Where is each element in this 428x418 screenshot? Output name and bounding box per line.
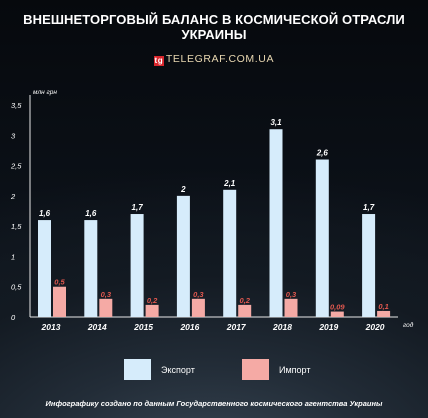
source-credit: tg TELEGRAF.COM.UA: [0, 53, 428, 66]
y-tick-label: 3: [11, 131, 16, 140]
bar-export: [84, 220, 98, 317]
footer-note: Инфографику создано по данным Государств…: [45, 399, 383, 408]
bar-import: [284, 298, 298, 317]
y-tick-label: 0: [11, 313, 16, 322]
bar-import: [145, 304, 159, 317]
data-label-import: 0,3: [286, 290, 297, 299]
x-tick-label: 2016: [179, 322, 199, 332]
x-axis-unit: год: [403, 321, 414, 329]
x-tick-label: 2013: [41, 322, 61, 332]
bar-export: [130, 214, 144, 317]
bar-import: [191, 298, 205, 317]
data-label-import: 0,1: [378, 302, 388, 311]
legend-import: Импорт: [242, 359, 310, 380]
legend-export-label: Экспорт: [161, 364, 195, 375]
legend-export-swatch: [124, 359, 151, 380]
page-title: ВНЕШНЕТОРГОВЫЙ БАЛАНС В КОСМИЧЕСКОЙ ОТРА…: [23, 12, 405, 42]
y-tick-label: 2: [10, 192, 16, 201]
bar-export: [315, 159, 329, 317]
data-label-export: 1,7: [132, 203, 144, 212]
data-label-import: 0,2: [239, 296, 250, 305]
x-tick-label: 2018: [272, 322, 292, 332]
bar-import: [99, 298, 113, 317]
data-label-export: 1,7: [363, 203, 375, 212]
y-tick-label: 2,5: [10, 162, 22, 171]
bar-export: [223, 189, 237, 317]
legend-import-label: Импорт: [279, 364, 311, 375]
x-tick-label: 2019: [318, 322, 338, 332]
source-label: TELEGRAF.COM.UA: [165, 53, 275, 65]
data-label-export: 2,1: [223, 179, 236, 188]
y-tick-label: 0,5: [11, 283, 22, 292]
bar-import: [238, 304, 252, 317]
legend-export: Экспорт: [124, 359, 195, 380]
bar-export: [38, 220, 51, 317]
data-label-export: 1,6: [85, 209, 97, 218]
bar-import: [330, 311, 344, 317]
x-tick-label: 2014: [87, 322, 107, 332]
telegraf-logo-icon: tg: [153, 56, 164, 66]
y-tick-label: 3,5: [11, 101, 22, 110]
bar-import: [53, 286, 66, 317]
y-tick-label: 1: [11, 252, 15, 261]
data-label-export: 2,6: [316, 149, 329, 158]
bar-import: [377, 310, 391, 317]
data-label-import: 0,3: [193, 290, 204, 299]
data-label-export: 3,1: [270, 118, 282, 127]
x-tick-label: 2015: [133, 322, 153, 332]
data-label-export: 2: [180, 185, 186, 194]
data-label-export: 1,6: [39, 209, 51, 218]
x-tick-label: 2017: [226, 322, 247, 332]
bar-export: [176, 195, 190, 317]
x-tick-label: 2020: [365, 322, 385, 332]
data-label-import: 0,2: [147, 296, 158, 305]
data-label-import: 0,09: [330, 303, 345, 312]
y-tick-label: 1,5: [11, 222, 22, 231]
data-label-import: 0,5: [54, 278, 65, 287]
bar-export: [362, 214, 376, 317]
data-label-import: 0,3: [101, 290, 112, 299]
y-axis-unit: млн грн: [33, 89, 57, 96]
bar-export: [269, 129, 283, 317]
legend-import-swatch: [242, 359, 269, 380]
